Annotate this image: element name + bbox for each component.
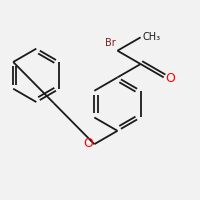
Text: CH₃: CH₃ — [142, 32, 160, 42]
Text: Br: Br — [105, 38, 115, 48]
Text: O: O — [165, 72, 175, 85]
Text: O: O — [83, 137, 93, 150]
